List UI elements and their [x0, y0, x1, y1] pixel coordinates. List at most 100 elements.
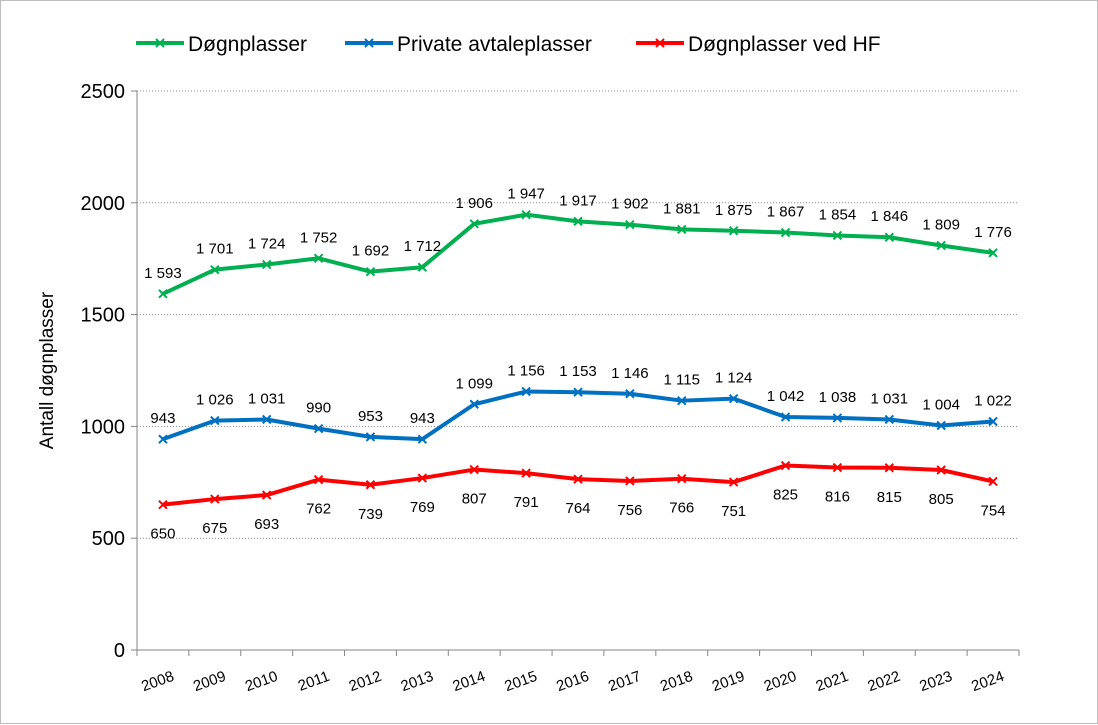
data-label: 1 701 [196, 241, 234, 258]
x-tick-label: 2021 [814, 668, 851, 695]
x-tick-label: 2022 [865, 668, 902, 695]
data-label: 1 947 [507, 186, 545, 203]
data-point-marker [158, 289, 168, 299]
data-label: 1 099 [455, 375, 493, 392]
x-tick-label: 2023 [917, 668, 954, 695]
data-point-marker [261, 259, 272, 270]
data-point-marker [988, 416, 998, 427]
data-label: 815 [877, 489, 902, 506]
data-label: 1 156 [507, 363, 545, 380]
data-label: 693 [254, 516, 279, 533]
x-tick-label: 2020 [762, 668, 799, 695]
data-label: 1 026 [196, 392, 234, 409]
data-label: 756 [617, 502, 642, 519]
data-point-marker [210, 264, 220, 275]
data-label: 791 [514, 494, 539, 511]
data-point-marker [780, 227, 791, 238]
x-tick-label: 2024 [969, 668, 1006, 695]
data-point-marker [936, 465, 946, 475]
data-label: 1 881 [663, 200, 701, 217]
legend-marker [364, 38, 374, 48]
data-label: 1 042 [767, 388, 805, 405]
data-point-marker [521, 468, 531, 478]
data-point-marker [832, 413, 843, 423]
x-tick-label: 2008 [139, 668, 176, 695]
x-tick-label: 2013 [399, 668, 436, 695]
data-point-marker [158, 434, 168, 444]
data-label: 739 [358, 506, 383, 523]
data-point-marker [625, 389, 635, 399]
y-tick-label: 0 [114, 640, 125, 662]
data-point-marker [313, 474, 324, 485]
data-point-marker [832, 462, 843, 473]
series-line-1 [162, 389, 994, 442]
data-label: 1 153 [559, 363, 597, 380]
data-label: 943 [150, 410, 175, 427]
data-point-marker [884, 232, 895, 242]
data-label: 816 [825, 489, 850, 506]
data-point-marker [677, 474, 687, 484]
data-label: 1 724 [248, 236, 286, 253]
legend-label: Døgnplasser [188, 33, 307, 56]
data-label: 1 776 [974, 224, 1012, 241]
x-tick-label: 2009 [191, 668, 228, 695]
data-label: 1 846 [871, 208, 909, 225]
x-tick-label: 2019 [710, 668, 747, 695]
data-point-marker [469, 464, 479, 475]
legend-label: Private avtaleplasser [397, 33, 592, 56]
data-point-marker [625, 220, 635, 230]
data-label: 1 809 [922, 217, 960, 234]
data-label: 675 [202, 520, 227, 537]
data-label: 1 124 [715, 370, 753, 387]
data-point-marker [573, 216, 583, 227]
data-point-marker [936, 240, 946, 251]
data-point-marker [988, 476, 998, 487]
data-point-marker [573, 387, 583, 397]
data-label: 1 692 [352, 243, 390, 260]
data-point-marker [417, 473, 428, 483]
data-point-marker [417, 262, 428, 272]
data-point-marker [158, 499, 168, 510]
data-label: 1 004 [922, 397, 960, 414]
legend-marker [655, 38, 665, 48]
y-tick-label: 500 [92, 528, 125, 550]
data-point-marker [780, 460, 791, 471]
data-point-marker [728, 226, 739, 236]
data-label: 1 593 [144, 265, 182, 282]
data-label: 1 031 [871, 390, 909, 407]
data-point-marker [210, 415, 220, 426]
y-tick-label: 1000 [81, 416, 126, 438]
data-label: 1 906 [455, 195, 493, 212]
data-label: 1 038 [819, 389, 857, 406]
data-label: 807 [462, 491, 487, 508]
data-point-marker [521, 209, 531, 220]
data-label: 764 [565, 500, 590, 517]
x-tick-label: 2011 [296, 668, 332, 695]
data-point-marker [988, 248, 998, 258]
data-label: 1 752 [300, 229, 338, 246]
data-point-marker [936, 420, 946, 431]
data-label: 825 [773, 487, 798, 504]
data-label: 751 [721, 503, 746, 520]
x-tick-label: 2018 [658, 668, 695, 695]
data-label: 650 [150, 526, 175, 543]
data-label: 1 031 [248, 390, 286, 407]
y-tick-label: 2000 [81, 193, 126, 215]
data-point-marker [780, 412, 791, 422]
x-tick-label: 2015 [502, 668, 539, 695]
data-point-marker [313, 253, 324, 263]
y-tick-label: 2500 [81, 81, 126, 103]
data-label: 1 917 [559, 192, 597, 209]
data-point-marker [884, 463, 895, 473]
data-point-marker [469, 219, 479, 229]
legend-label: Døgnplasser ved HF [688, 33, 881, 56]
data-point-marker [573, 474, 583, 484]
x-tick-label: 2017 [606, 668, 643, 695]
data-point-marker [677, 395, 687, 406]
data-label: 943 [410, 410, 435, 427]
series-line-0 [162, 212, 994, 296]
data-point-marker [832, 230, 843, 241]
data-point-marker [625, 476, 635, 486]
